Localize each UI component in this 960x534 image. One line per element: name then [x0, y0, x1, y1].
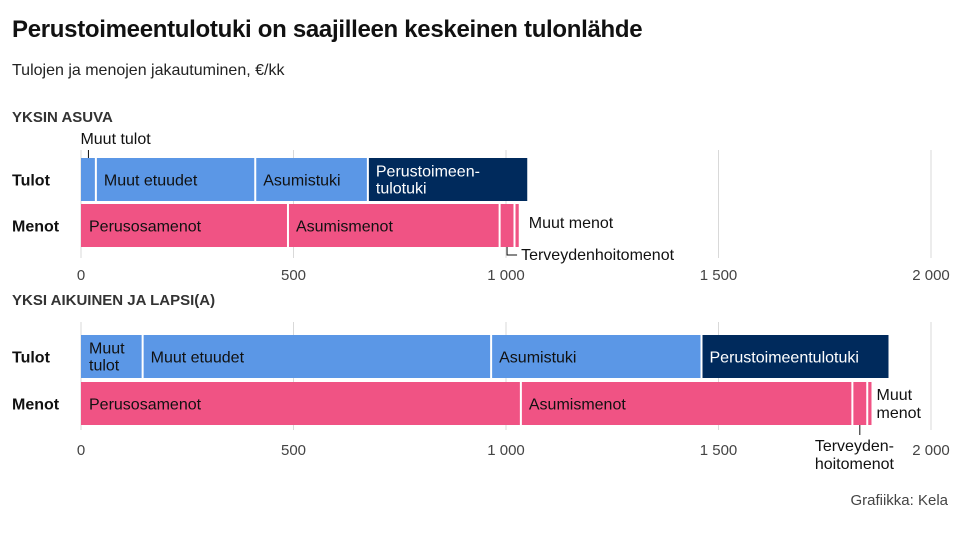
x-tick-label: 0: [77, 442, 85, 459]
segment-label: Muut menot: [529, 215, 614, 232]
category-label: Tulot: [12, 350, 51, 367]
panel-title: YKSIN ASUVA: [12, 109, 113, 126]
category-label: Menot: [12, 397, 60, 414]
bar-segment: [491, 335, 702, 378]
bar-segment: [81, 158, 96, 201]
segment-label: Asumistuki: [499, 350, 576, 367]
chart-subtitle: Tulojen ja menojen jakautuminen, €/kk: [12, 62, 285, 79]
bar-segment: [255, 158, 368, 201]
segment-label: Perustoimeentulotuki: [710, 350, 859, 367]
x-tick-label: 1 000: [487, 442, 525, 459]
category-label: Tulot: [12, 173, 51, 190]
bar-segment: [701, 335, 889, 378]
segment-label: Muut: [89, 341, 125, 358]
segment-label: Perusosamenot: [89, 397, 202, 414]
segment-label: Terveyden-: [815, 438, 894, 455]
bar-segment: [81, 204, 288, 247]
segment-label: Terveydenhoitomenot: [521, 247, 675, 264]
segment-label: Muut tulot: [80, 131, 151, 148]
segment-label: Muut: [877, 387, 913, 404]
leader-line: [506, 247, 518, 256]
x-tick-label: 1 000: [487, 267, 525, 284]
x-tick-label: 1 500: [700, 267, 738, 284]
x-tick-label: 1 500: [700, 442, 738, 459]
segment-label: Asumismenot: [296, 219, 393, 236]
bar-segment: [367, 158, 528, 201]
segment-label: Muut etuudet: [104, 173, 198, 190]
x-tick-label: 0: [77, 267, 85, 284]
x-tick-label: 500: [281, 267, 306, 284]
segment-label: hoitomenot: [815, 456, 895, 473]
chart-title: Perustoimeentulotuki on saajilleen keske…: [12, 16, 643, 43]
x-tick-label: 2 000: [912, 267, 950, 284]
bar-segment: [520, 382, 853, 425]
segment-label: Perustoimeen-: [376, 164, 480, 181]
bar-segment: [95, 158, 256, 201]
segment-label: Muut etuudet: [151, 350, 245, 367]
bar-segment: [142, 335, 492, 378]
segment-label: Asumistuki: [263, 173, 340, 190]
segment-label: tulotuki: [376, 181, 427, 198]
segment-label: Perusosamenot: [89, 219, 202, 236]
bar-segment: [514, 204, 519, 247]
x-tick-label: 2 000: [912, 442, 950, 459]
bar-segment: [81, 382, 521, 425]
bar-segment: [287, 204, 500, 247]
panel-title: YKSI AIKUINEN JA LAPSI(A): [12, 292, 215, 309]
bar-segment: [81, 335, 143, 378]
bar-segment: [867, 382, 872, 425]
segment-label: tulot: [89, 358, 120, 375]
segment-label: Asumismenot: [529, 397, 626, 414]
x-tick-label: 500: [281, 442, 306, 459]
bar-segment: [499, 204, 515, 247]
category-label: Menot: [12, 219, 60, 236]
credit: Grafiikka: Kela: [850, 492, 948, 509]
bar-segment: [852, 382, 868, 425]
segment-label: menot: [877, 405, 922, 422]
